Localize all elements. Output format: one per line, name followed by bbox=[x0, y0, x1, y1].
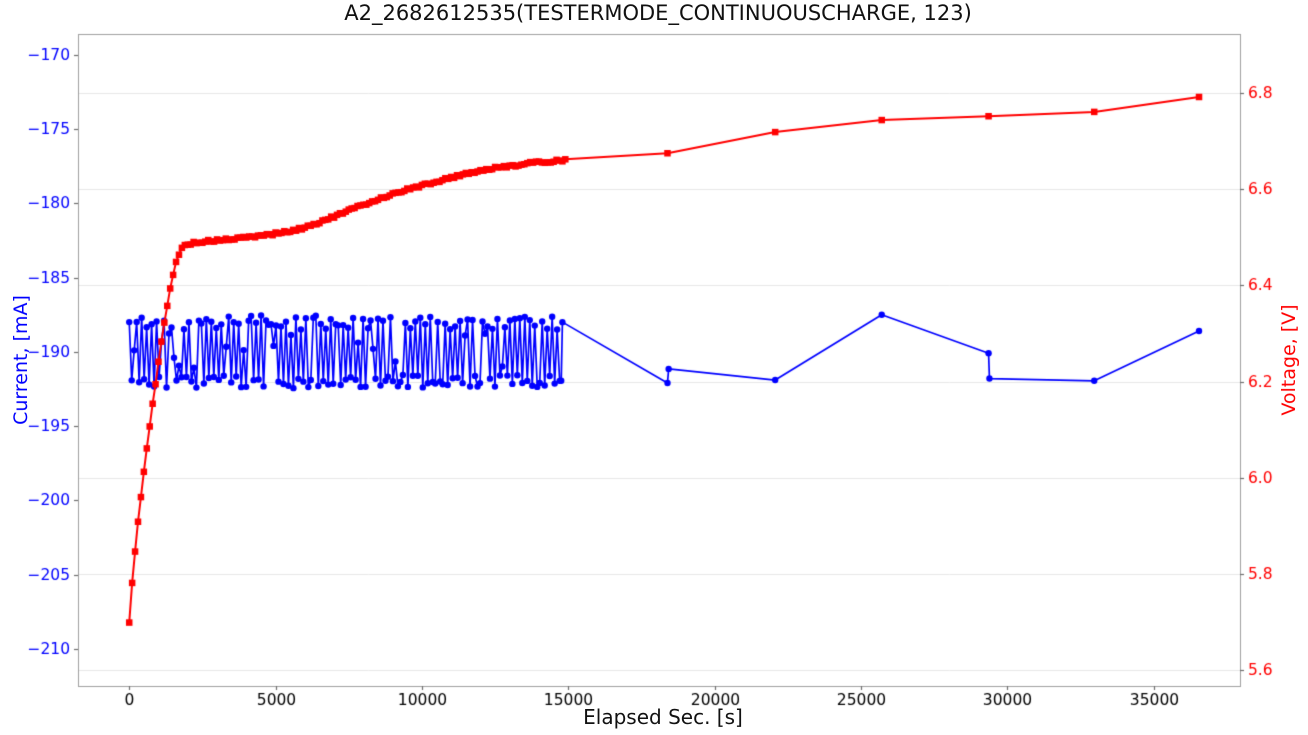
right-y-axis-label: Voltage, [V] bbox=[1278, 304, 1300, 416]
chart-title: A2_2682612535(TESTERMODE_CONTINUOUSCHARG… bbox=[344, 1, 972, 25]
left-y-axis-label: Current, [mA] bbox=[10, 295, 32, 425]
x-axis-label: Elapsed Sec. [s] bbox=[583, 705, 743, 729]
